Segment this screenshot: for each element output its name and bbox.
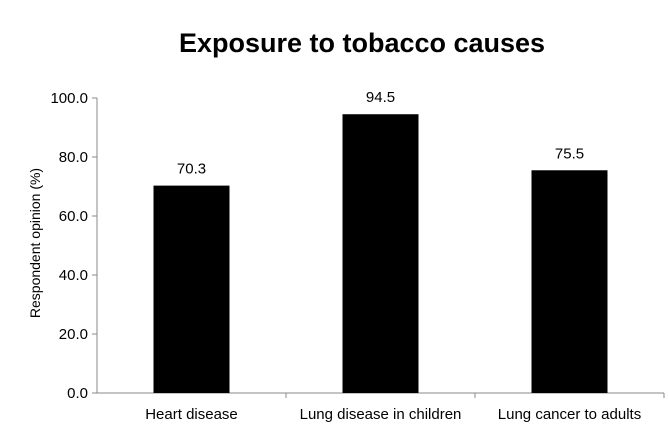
y-tick-label: 60.0	[59, 208, 88, 225]
chart-title: Exposure to tobacco causes	[179, 28, 545, 58]
y-tick-label: 40.0	[59, 267, 88, 284]
bar	[531, 170, 608, 393]
x-tick-label: Heart disease	[145, 406, 238, 423]
bar	[153, 185, 230, 393]
data-label: 94.5	[366, 89, 395, 106]
y-tick-label: 100.0	[50, 90, 88, 107]
y-tick-label: 80.0	[59, 149, 88, 166]
bar	[342, 114, 419, 393]
data-label: 75.5	[555, 145, 584, 162]
y-tick-label: 0.0	[67, 385, 88, 402]
x-tick-label: Lung disease in children	[300, 406, 462, 423]
x-tick-label: Lung cancer to adults	[498, 406, 641, 423]
y-tick-label: 20.0	[59, 326, 88, 343]
data-label: 70.3	[177, 161, 206, 178]
y-axis-label: Respondent opinion (%)	[27, 168, 43, 318]
